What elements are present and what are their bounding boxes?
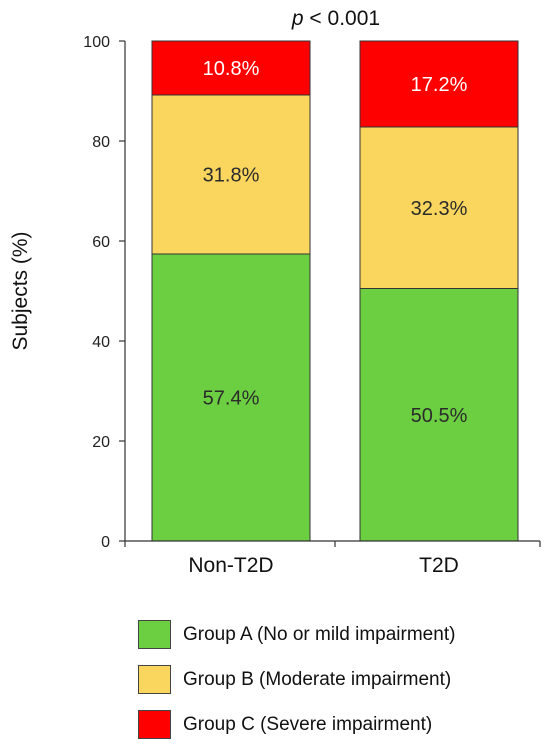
p-value-text: < 0.001	[304, 7, 380, 30]
legend-swatch-group-a	[138, 620, 171, 649]
data-label-non-t2d-group-b: 31.8%	[203, 165, 260, 187]
legend-item-group-a: Group A (No or mild impairment)	[138, 612, 455, 657]
y-tick-label-80: 80	[92, 134, 110, 151]
legend-item-group-c: Group C (Severe impairment)	[138, 702, 455, 747]
x-category-label-t2d: T2D	[419, 554, 459, 577]
bar-segment-t2d-group-b	[359, 126, 519, 289]
x-category-label-non-t2d: Non-T2D	[188, 554, 273, 577]
y-tick-label-0: 0	[101, 534, 110, 551]
p-value-annotation: p < 0.001	[291, 7, 380, 30]
legend-label-group-b: Group B (Moderate impairment)	[183, 668, 452, 690]
legend-label-group-a: Group A (No or mild impairment)	[183, 623, 456, 645]
stacked-bar-chart: p < 0.001 Subjects (%) 57.4% 31.8% 10.8% 50…	[9, 7, 541, 577]
y-tick-label-60: 60	[92, 234, 110, 251]
legend-item-group-b: Group B (Moderate impairment)	[138, 657, 455, 702]
legend: Group A (No or mild impairment) Group B …	[138, 612, 455, 747]
legend-swatch-group-c	[138, 710, 171, 739]
legend-label-group-c: Group C (Severe impairment)	[183, 713, 433, 735]
data-label-non-t2d-group-c: 10.8%	[203, 58, 260, 80]
legend-swatch-group-b	[138, 665, 171, 694]
bar-segment-non-t2d-group-c	[151, 40, 311, 96]
y-axis-label: Subjects (%)	[9, 231, 32, 350]
data-label-non-t2d-group-a: 57.4%	[203, 388, 260, 410]
data-label-t2d-group-a: 50.5%	[411, 405, 468, 427]
bar-segment-non-t2d-group-b	[151, 94, 311, 255]
data-label-t2d-group-c: 17.2%	[411, 74, 468, 96]
y-tick-label-40: 40	[92, 334, 110, 351]
bar-segment-non-t2d-group-a	[151, 253, 311, 542]
y-tick-label-20: 20	[92, 434, 110, 451]
y-tick-label-100: 100	[83, 34, 110, 51]
bar-segment-t2d-group-c	[359, 40, 519, 128]
axes-layer: 0 20 40 60 80 100 Non-T2D T2D	[83, 34, 541, 577]
bars-layer: 57.4% 31.8% 10.8% 50.5% 32.3% 17.2%	[151, 40, 519, 542]
p-value-italic: p	[291, 7, 304, 30]
data-label-t2d-group-b: 32.3%	[411, 198, 468, 220]
bar-segment-t2d-group-a	[359, 288, 519, 542]
